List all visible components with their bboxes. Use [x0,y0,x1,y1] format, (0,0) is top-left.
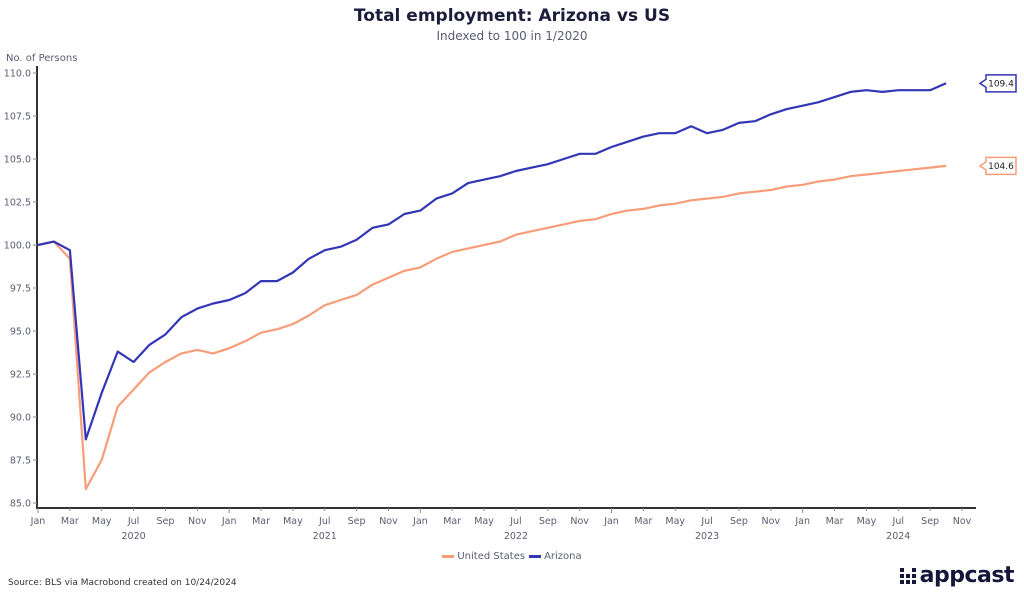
end-labels: 104.6 109.4 [978,74,1017,176]
x-tick-label: Jan [412,516,428,527]
y-tick-label: 107.5 [4,112,31,123]
y-tick-label: 110.0 [4,69,31,80]
y-axis-label: No. of Persons [6,53,78,64]
end-label-value: 109.4 [988,80,1014,90]
x-tick-label: Jan [794,516,810,527]
y-tick-label: 85.0 [10,499,31,510]
y-tick-label: 105.0 [4,155,31,166]
appcast-logo-icon [899,567,916,584]
x-tick-label: May [283,516,303,527]
end-label-united-states: 104.6 [978,156,1017,176]
x-tick-label: Sep [539,516,557,527]
y-tick-label: 100.0 [4,241,31,252]
x-tick-label: Nov [762,516,781,527]
x-tick-label: Sep [921,516,939,527]
legend-item-united-states[interactable]: United States [442,551,525,562]
x-tick-label: Sep [730,516,748,527]
series-lines [37,82,947,491]
x-tick-label: Sep [156,516,174,527]
appcast-logo: appcast [899,563,1015,588]
x-tick-label: Mar [61,516,79,527]
legend-item-arizona[interactable]: Arizona [529,551,582,562]
x-tick-label: Mar [826,516,844,527]
x-tick-label: May [857,516,877,527]
x-tick-label: Jul [700,516,712,527]
series-line-united-states [37,164,947,491]
x-tick-label: Nov [953,516,972,527]
end-label-box [978,74,1017,93]
legend-label-arizona: Arizona [544,551,582,562]
x-tick-label: Sep [348,516,366,527]
x-tick-label: Jul [509,516,521,527]
x-tick-label: Nov [570,516,589,527]
x-year-label: 2020 [121,531,145,542]
x-tick-label: Nov [188,516,207,527]
legend-swatch-united-states [442,555,455,558]
x-year-label: 2022 [504,531,528,542]
x-tick-label: Mar [634,516,652,527]
x-year-label: 2023 [695,531,719,542]
end-label-box [978,156,1017,176]
chart-title: Total employment: Arizona vs US [353,6,671,26]
x-tick-label: Jul [318,516,330,527]
x-tick-label: Jan [30,516,46,527]
legend: United States Arizona [0,551,1024,562]
chart-subtitle: Indexed to 100 in 1/2020 [436,29,588,43]
y-tick-label: 102.5 [4,198,31,209]
y-tick-label: 97.5 [10,284,31,295]
source-note: Source: BLS via Macrobond created on 10/… [8,578,237,588]
y-tick-label: 95.0 [10,327,31,338]
x-year-label: 2024 [886,531,910,542]
x-year-label: 2021 [313,531,337,542]
x-ticks: Jan Mar May Jul Sep Nov Jan Mar May Jul Sep Nov Jan M… [30,508,972,542]
y-tick-label: 87.5 [10,456,31,467]
end-label-arizona: 109.4 [978,74,1017,93]
series-line-arizona [37,82,947,441]
legend-swatch-arizona [529,555,542,558]
x-tick-label: Jan [221,516,237,527]
y-tick-label: 90.0 [10,413,31,424]
end-label-value: 104.6 [988,162,1014,172]
axes [36,66,976,509]
logo-text: appcast [919,563,1015,588]
x-tick-label: May [92,516,112,527]
x-tick-label: Mar [252,516,270,527]
x-tick-label: Jul [127,516,139,527]
x-tick-label: Jan [603,516,619,527]
x-tick-label: Jul [892,516,904,527]
y-tick-label: 92.5 [10,370,31,381]
y-ticks: 85.0 87.5 90.0 92.5 95.0 97.5 100.0 102.5 105.0 1… [4,69,37,510]
legend-label-united-states: United States [457,551,526,562]
x-tick-label: May [474,516,494,527]
x-tick-label: Nov [379,516,398,527]
x-tick-label: Mar [443,516,461,527]
x-tick-label: May [665,516,685,527]
